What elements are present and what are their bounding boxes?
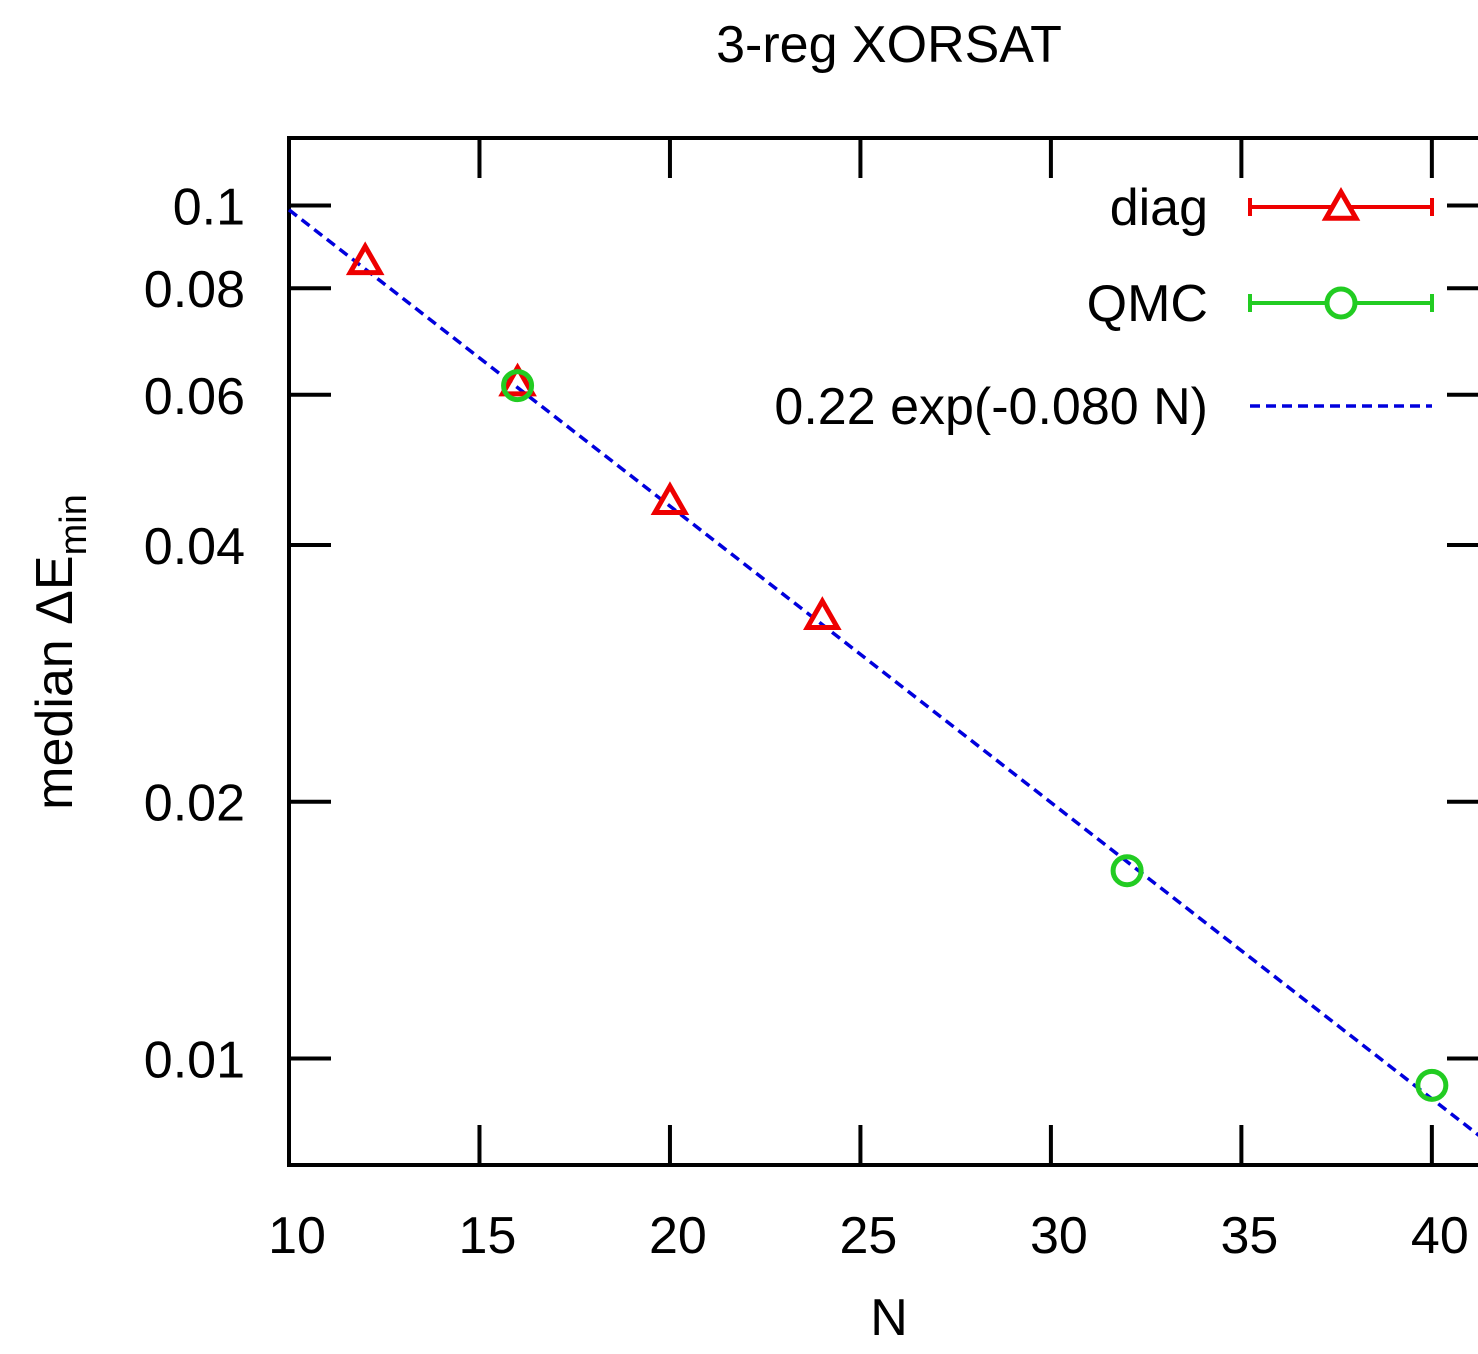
x-tick-label: 20	[649, 1207, 707, 1265]
x-tick-label: 35	[1220, 1207, 1278, 1265]
diag-point	[345, 241, 385, 276]
fit-line-group	[287, 208, 1478, 1137]
legend: diag QMC 0.22 exp(-0.080 N)	[774, 179, 1434, 436]
legend-label: QMC	[1087, 275, 1208, 333]
y-axis-label-main: median ΔE	[26, 555, 84, 809]
x-axis-tick-labels: 10 15 20 25 30 35 40	[268, 1207, 1469, 1265]
x-tick-label: 25	[840, 1207, 898, 1265]
data-markers	[345, 241, 1449, 1102]
legend-label: diag	[1110, 179, 1208, 237]
fit-line	[287, 208, 1478, 1137]
y-tick-label: 0.08	[144, 261, 245, 319]
y-tick-label: 0.01	[144, 1031, 245, 1089]
x-tick-label: 30	[1030, 1207, 1088, 1265]
y-tick-label: 0.1	[173, 179, 245, 237]
y-axis-label: median ΔEmin	[26, 494, 95, 810]
y-axis-ticks	[289, 203, 1478, 1061]
y-axis-label-subscript: min	[53, 494, 95, 555]
x-tick-label: 10	[268, 1207, 326, 1265]
legend-label: 0.22 exp(-0.080 N)	[774, 378, 1208, 436]
plot-frame	[287, 136, 1478, 1167]
y-tick-label: 0.02	[144, 775, 245, 833]
chart-title: 3-reg XORSAT	[716, 16, 1062, 74]
plot-area	[287, 136, 1478, 1167]
x-axis-ticks	[287, 138, 1434, 1165]
x-tick-label: 40	[1411, 1207, 1469, 1265]
qmc-point	[1415, 1068, 1449, 1102]
y-tick-label: 0.06	[144, 368, 245, 426]
qmc-point	[501, 369, 535, 403]
diag-point	[650, 481, 690, 516]
x-tick-label: 15	[459, 1207, 517, 1265]
y-axis-tick-labels: 0.01 0.02 0.04 0.06 0.08 0.1	[144, 179, 245, 1090]
qmc-point	[1110, 854, 1144, 888]
diag-point	[803, 596, 842, 630]
y-tick-label: 0.04	[144, 518, 245, 576]
x-axis-label: N	[870, 1289, 908, 1347]
diag-point	[498, 362, 537, 397]
legend-marker-triangle	[1321, 186, 1361, 221]
legend-marker-circle	[1324, 286, 1358, 320]
